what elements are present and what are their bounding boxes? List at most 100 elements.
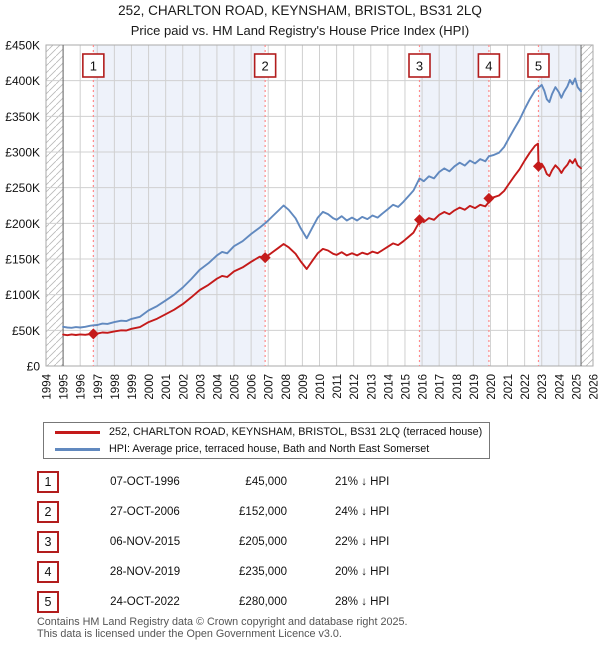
plot-border — [45, 44, 594, 367]
x-axis-tick-label: 1995 — [59, 374, 71, 400]
footer-line-2: This data is licensed under the Open Gov… — [37, 628, 342, 640]
shaded-ownership-span — [93, 45, 266, 366]
table-row: 5 24-OCT-2022 £280,000 28% ↓ HPI — [37, 591, 390, 613]
x-axis-tick-label: 2013 — [366, 374, 378, 400]
page-title: 252, CHARLTON ROAD, KEYNSHAM, BRISTOL, B… — [118, 3, 482, 18]
sale-event-badge — [527, 53, 550, 78]
x-axis-tick-label: 2014 — [383, 373, 395, 399]
x-axis-tick-label: 2018 — [452, 374, 464, 400]
x-axis-tick-label: 2001 — [161, 374, 173, 400]
sales-table: 1 07-OCT-1996 £45,000 21% ↓ HPI 2 27-OCT… — [37, 471, 390, 622]
sale-date: 24-OCT-2022 — [110, 596, 180, 608]
sale-date: 06-NOV-2015 — [109, 536, 181, 548]
sale-marker — [259, 252, 271, 264]
legend-label-hpi: HPI: Average price, terraced house, Bath… — [109, 443, 430, 455]
y-axis-tick-label: £50K — [12, 324, 40, 338]
x-axis-tick-label: 2008 — [281, 374, 293, 400]
y-axis-tick-label: £350K — [5, 110, 40, 124]
y-axis-tick-label: £100K — [5, 288, 40, 302]
y-axis-tick-label: £300K — [5, 146, 40, 160]
sale-number-badge: 1 — [37, 471, 59, 493]
x-axis-tick-label: 2004 — [212, 373, 224, 399]
x-axis-tick-label: 1999 — [127, 374, 139, 400]
y-axis-tick-label: £0 — [27, 360, 41, 374]
sale-hpi-delta: 28% ↓ HPI — [335, 596, 390, 608]
x-axis-tick-label: 2022 — [520, 374, 532, 400]
sale-price: £152,000 — [239, 506, 287, 518]
table-row: 3 06-NOV-2015 £205,000 22% ↓ HPI — [37, 531, 390, 553]
no-data-hatch — [46, 45, 64, 366]
x-axis-tick-label: 2011 — [332, 374, 344, 399]
x-axis-tick-label: 2019 — [469, 374, 481, 400]
property-line-swatch — [55, 430, 100, 434]
sale-price: £205,000 — [239, 536, 287, 548]
x-axis-tick-label: 2024 — [554, 373, 566, 399]
y-axis-tick-label: £200K — [5, 217, 40, 231]
table-row: 2 27-OCT-2006 £152,000 24% ↓ HPI — [37, 501, 390, 523]
x-axis-tick-label: 2002 — [178, 374, 190, 400]
sale-event-badge-number: 5 — [535, 59, 542, 74]
x-axis-tick-label: 2025 — [571, 374, 583, 400]
x-axis-tick-label: 2006 — [247, 374, 259, 400]
x-axis-tick-label: 2005 — [230, 374, 242, 400]
shaded-ownership-span — [538, 45, 582, 366]
sale-number-badge: 3 — [37, 531, 59, 553]
sale-marker — [483, 192, 495, 204]
sale-event-badge-number: 2 — [262, 59, 269, 74]
sale-date: 07-OCT-1996 — [110, 476, 180, 488]
legend-label-property: 252, CHARLTON ROAD, KEYNSHAM, BRISTOL, B… — [109, 426, 483, 438]
table-row: 4 28-NOV-2019 £235,000 20% ↓ HPI — [37, 561, 390, 583]
sale-event-badge — [477, 53, 501, 78]
x-axis-tick-label: 2021 — [503, 374, 515, 400]
x-axis-tick-label: 2010 — [315, 374, 327, 400]
x-axis-tick-label: 2000 — [144, 374, 156, 400]
y-axis-tick-label: £250K — [5, 181, 40, 195]
sale-hpi-delta: 24% ↓ HPI — [335, 506, 390, 518]
sale-event-badge — [408, 53, 431, 78]
sale-price: £280,000 — [239, 596, 287, 608]
sale-hpi-delta: 20% ↓ HPI — [335, 566, 390, 578]
table-row: 1 07-OCT-1996 £45,000 21% ↓ HPI — [37, 471, 390, 493]
footer-line-1: Contains HM Land Registry data © Crown c… — [37, 616, 408, 628]
sale-event-badge-number: 3 — [416, 59, 423, 74]
sale-price: £45,000 — [245, 476, 287, 488]
price-history-chart: 1 2 3 4 5 £0 £50K £100K £150K £200K £250K £300K £350… — [5, 39, 600, 400]
page-subtitle: Price paid vs. HM Land Registry's House … — [130, 23, 470, 38]
chart-legend: 252, CHARLTON ROAD, KEYNSHAM, BRISTOL, B… — [43, 422, 490, 459]
sale-number-badge: 5 — [37, 591, 59, 613]
x-axis-tick-label: 1997 — [93, 374, 105, 400]
sale-marker — [413, 214, 425, 226]
sale-marker — [532, 160, 544, 172]
sale-event-badge — [82, 53, 105, 78]
x-axis-tick-label: 1998 — [110, 374, 122, 400]
sale-hpi-delta: 21% ↓ HPI — [335, 476, 390, 488]
x-axis-tick-label: 2023 — [537, 374, 549, 400]
x-axis-tick-label: 1994 — [42, 373, 54, 399]
x-axis-tick-label: 2003 — [195, 374, 207, 400]
sale-event-badge-number: 1 — [90, 59, 97, 74]
license-footer: Contains HM Land Registry data © Crown c… — [37, 616, 407, 640]
y-axis-tick-label: £150K — [5, 253, 40, 267]
x-axis-tick-label: 2017 — [435, 374, 447, 400]
x-axis-tick-label: 1996 — [76, 374, 88, 400]
sale-price: £235,000 — [239, 566, 287, 578]
y-axis-tick-label: £450K — [5, 39, 40, 53]
sale-event-badge — [253, 53, 277, 78]
sale-hpi-delta: 22% ↓ HPI — [335, 536, 390, 548]
x-axis-tick-label: 2020 — [486, 374, 498, 400]
sale-marker — [87, 328, 99, 340]
sale-number-badge: 2 — [37, 501, 59, 523]
legend-row-hpi: HPI: Average price, terraced house, Bath… — [50, 442, 483, 456]
no-data-hatch — [581, 45, 593, 366]
x-axis-tick-label: 2009 — [298, 374, 310, 400]
x-axis-tick-label: 2012 — [349, 374, 361, 400]
x-axis-tick-label: 2026 — [589, 374, 600, 400]
property-price-line — [62, 142, 582, 337]
x-axis-tick-label: 2015 — [400, 374, 412, 400]
legend-row-property: 252, CHARLTON ROAD, KEYNSHAM, BRISTOL, B… — [50, 425, 483, 439]
x-axis-tick-label: 2007 — [264, 374, 276, 400]
sale-date: 28-NOV-2019 — [109, 566, 181, 578]
sale-event-badge-number: 4 — [485, 59, 492, 74]
x-axis-tick-label: 2016 — [418, 374, 430, 400]
